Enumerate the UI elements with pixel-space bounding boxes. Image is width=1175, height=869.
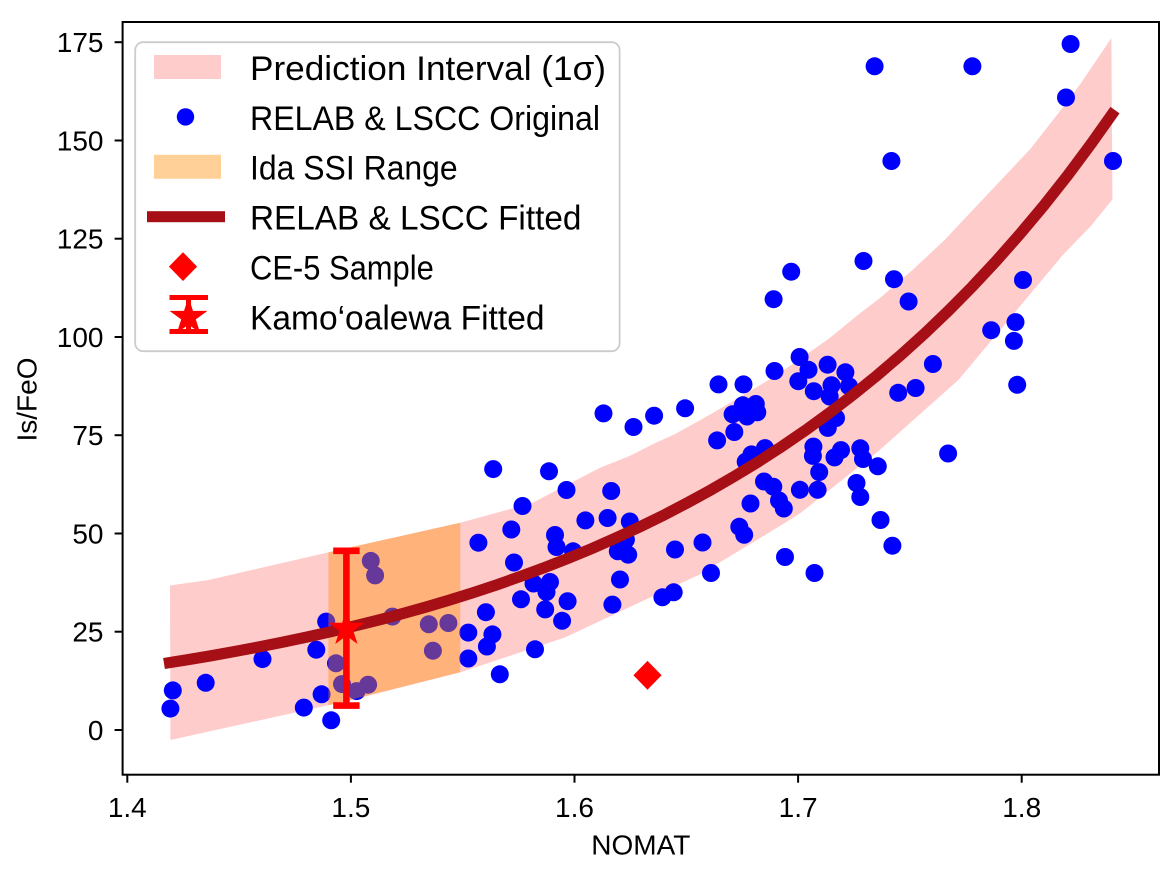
svg-text:50: 50 (72, 519, 103, 550)
svg-text:1.7: 1.7 (779, 792, 818, 823)
svg-text:RELAB & LSCC Original: RELAB & LSCC Original (250, 100, 600, 138)
svg-text:0: 0 (88, 715, 104, 746)
svg-text:CE-5 Sample: CE-5 Sample (250, 250, 434, 288)
svg-text:100: 100 (57, 322, 104, 353)
svg-text:NOMAT: NOMAT (591, 830, 690, 861)
svg-text:75: 75 (72, 420, 103, 451)
svg-text:150: 150 (57, 126, 104, 157)
svg-text:1.5: 1.5 (331, 792, 370, 823)
svg-text:25: 25 (72, 617, 103, 648)
svg-text:Prediction Interval (1σ): Prediction Interval (1σ) (250, 50, 606, 88)
svg-text:1.4: 1.4 (108, 792, 147, 823)
svg-text:1.6: 1.6 (555, 792, 594, 823)
svg-text:RELAB & LSCC Fitted: RELAB & LSCC Fitted (250, 200, 581, 238)
svg-text:125: 125 (57, 224, 104, 255)
svg-text:Is/FeO: Is/FeO (12, 357, 43, 441)
svg-text:Ida SSI Range: Ida SSI Range (250, 150, 458, 188)
svg-text:Kamo‘oalewa Fitted: Kamo‘oalewa Fitted (250, 299, 545, 337)
svg-text:1.8: 1.8 (1002, 792, 1041, 823)
svg-text:175: 175 (57, 27, 104, 58)
